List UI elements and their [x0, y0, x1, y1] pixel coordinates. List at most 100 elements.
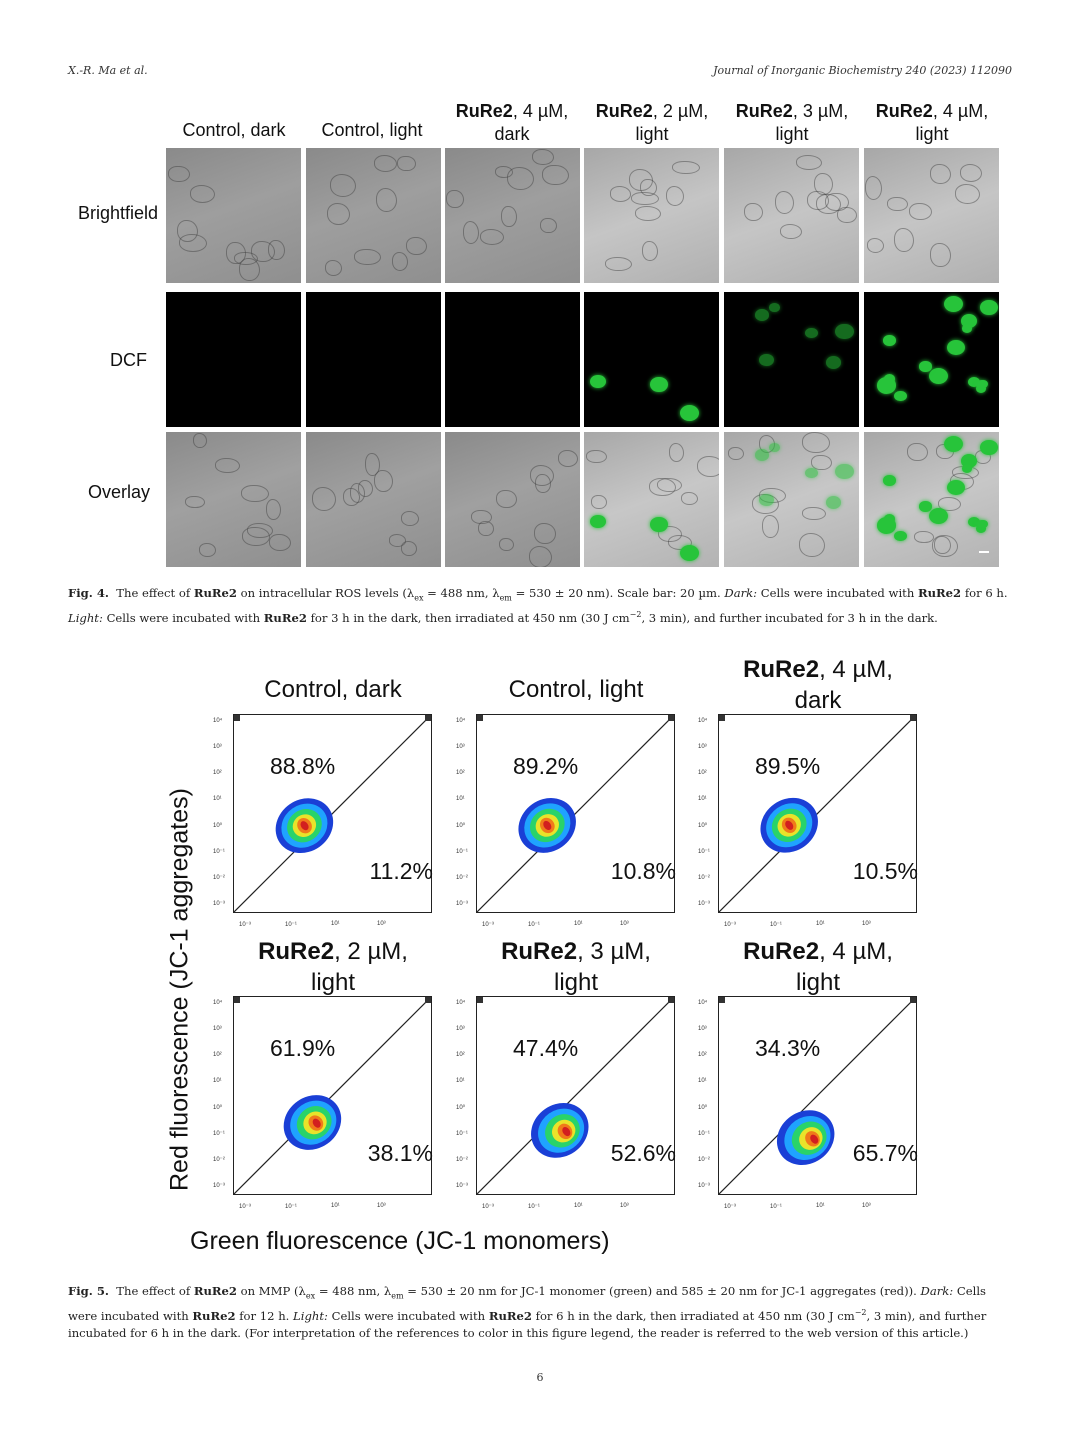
caption-subscript: em: [391, 1291, 404, 1301]
x-tick-label: 10⁻¹: [528, 1204, 540, 1210]
y-tick-label: 10⁻³: [456, 1183, 468, 1189]
caption-superscript: −2: [629, 610, 642, 620]
caption-text: Cells were incubated with: [106, 611, 261, 626]
compound-name: RuRe2: [455, 101, 513, 121]
y-tick-label: 10⁻²: [456, 875, 468, 881]
cell-outline: [529, 465, 555, 487]
x-tick-label: 10³: [862, 1203, 871, 1209]
green-fluorescent-cell: [943, 436, 963, 453]
gate-diagonal-line: [477, 997, 674, 1194]
x-tick-label: 10¹: [816, 1203, 825, 1209]
cell-outline: [669, 442, 685, 462]
green-fluorescent-cell: [943, 296, 963, 313]
fc-panel-title: Control, dark: [213, 674, 453, 705]
x-tick-label: 10³: [862, 921, 871, 927]
plot-corner-marker: [425, 715, 431, 721]
green-fluorescent-cell: [650, 517, 668, 532]
caption-subscript: ex: [414, 593, 424, 603]
y-tick-label: 10³: [698, 744, 707, 750]
y-tick-label: 10³: [213, 1026, 222, 1032]
green-fluorescent-cell: [769, 302, 780, 312]
gate-diagonal-line: [719, 715, 916, 912]
compound-name: RuRe2: [193, 586, 237, 600]
cell-outline: [605, 256, 632, 271]
fig4-col-header-condition: light: [915, 124, 949, 144]
cell-outline: [801, 506, 826, 521]
x-tick-label: 10¹: [331, 1203, 340, 1209]
green-fluorescent-cell: [975, 384, 986, 393]
x-tick-label: 10⁻¹: [528, 922, 540, 928]
green-fluorescent-cell: [968, 377, 981, 388]
fc-panel-title-text: , 4 µM,: [819, 938, 893, 965]
dcf-image: [724, 292, 859, 427]
green-fluorescent-cell: [754, 449, 769, 461]
green-fluorescent-cell: [929, 367, 949, 385]
green-fluorescent-cell: [968, 517, 981, 528]
cell-outline: [810, 454, 832, 471]
green-fluorescent-cell: [769, 442, 780, 452]
cell-outline: [893, 227, 914, 252]
fc-panel-title-text: , 4 µM,: [819, 656, 893, 683]
caption-text: The effect of: [116, 1284, 191, 1298]
y-tick-label: 10⁴: [213, 718, 223, 724]
density-contour: [300, 821, 309, 831]
green-fluorescent-cell: [975, 524, 986, 533]
brightfield-image: [864, 148, 999, 283]
plot-corner-marker: [477, 997, 483, 1003]
y-tick-label: 10⁻²: [698, 875, 710, 881]
fc-plot-svg: [719, 997, 916, 1194]
cell-outline: [864, 176, 883, 200]
fc-panel-title: RuRe2, 2 µM, light: [213, 936, 453, 998]
dcf-image: [445, 292, 580, 427]
fig4-col-header: RuRe2, 3 µM, light: [720, 100, 864, 146]
cell-outline: [199, 543, 217, 558]
y-tick-label: 10⁴: [698, 1000, 708, 1006]
y-tick-label: 10⁻²: [213, 875, 225, 881]
y-tick-label: 10²: [698, 1052, 707, 1058]
fig4-col-header-condition: dark: [494, 124, 530, 144]
y-tick-label: 10⁰: [213, 823, 223, 829]
density-contour: [785, 820, 794, 830]
caption-dark-label: Dark:: [724, 586, 758, 600]
green-fluorescent-cell: [825, 496, 841, 509]
x-tick-label: 10⁻³: [239, 922, 251, 928]
cell-outline: [185, 495, 205, 508]
compound-name: RuRe2: [595, 101, 653, 121]
fc-panel-title: Control, light: [456, 674, 696, 705]
plot-corner-marker: [668, 715, 674, 721]
x-tick-label: 10⁻¹: [770, 922, 782, 928]
cell-outline: [681, 491, 698, 506]
caption-text: for 3 h in the dark, then irradiated at …: [310, 611, 630, 626]
y-tick-label: 10⁻¹: [213, 1131, 225, 1137]
density-contour: [562, 1126, 571, 1137]
cell-outline: [311, 487, 336, 512]
brightfield-image: [724, 148, 859, 283]
cell-outline: [887, 196, 908, 212]
fig4-col-header: RuRe2, 4 µM, dark: [440, 100, 584, 146]
y-tick-label: 10⁴: [456, 718, 466, 724]
fc-plot-svg: [477, 715, 674, 912]
y-tick-label: 10⁴: [213, 1000, 223, 1006]
caption-text: Cells were incubated with: [68, 1284, 987, 1324]
cell-outline: [478, 520, 494, 536]
caption-text: Cells were incubated with: [760, 586, 915, 600]
x-tick-label: 10⁻³: [724, 922, 736, 928]
compound-name: RuRe2: [875, 101, 933, 121]
y-tick-label: 10⁴: [456, 1000, 466, 1006]
fig4-col-header: Control, dark: [166, 119, 302, 142]
x-tick-label: 10³: [377, 921, 386, 927]
fig4-caption: Fig. 4. The effect of RuRe2 on intracell…: [68, 585, 1012, 627]
caption-text: The effect of: [116, 586, 191, 600]
fig4-col-header-text: Control, dark: [182, 120, 286, 140]
cell-outline: [445, 189, 464, 209]
cell-outline: [930, 164, 951, 185]
y-tick-label: 10²: [213, 770, 222, 776]
caption-text: = 488 nm, λ: [427, 586, 500, 600]
caption-light-label: Light:: [68, 611, 103, 626]
green-fluorescent-cell: [835, 323, 854, 340]
compound-name: RuRe2: [488, 1309, 532, 1324]
fc-density-plot: 89.5% 10.5%: [718, 714, 918, 913]
brightfield-image: [584, 148, 719, 283]
cell-outline: [539, 217, 557, 234]
green-fluorescent-cell: [961, 324, 973, 334]
